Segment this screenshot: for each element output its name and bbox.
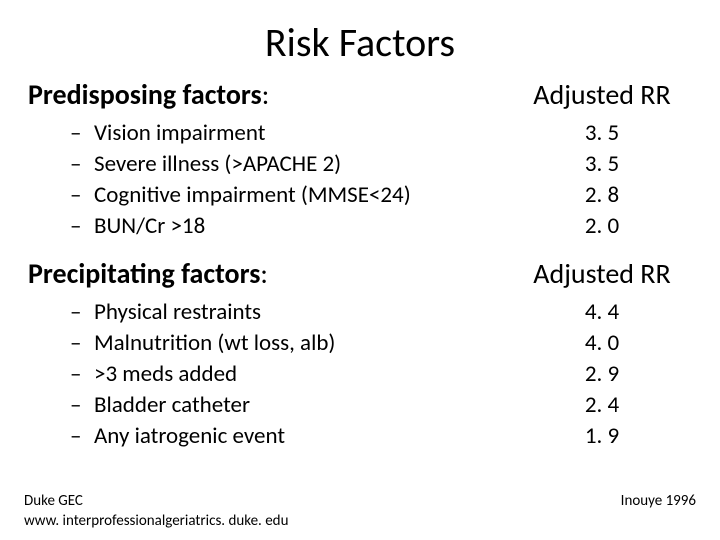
item-left: – Severe illness (>APACHE 2) [28,149,341,180]
item-text: Physical restraints [94,297,261,328]
item-left: – Malnutrition (wt loss, alb) [28,328,335,359]
item-text: Malnutrition (wt loss, alb) [94,328,335,359]
section2-label-suffix: : [260,256,268,291]
item-rr: 2. 4 [512,390,692,421]
list-item: – Cognitive impairment (MMSE<24) 2. 8 [28,180,692,211]
list-item: – Any iatrogenic event 1. 9 [28,421,692,452]
item-text: Severe illness (>APACHE 2) [94,149,341,180]
section2-header-row: Precipitating factors: Adjusted RR [28,256,692,291]
list-item: – Bladder catheter 2. 4 [28,390,692,421]
footer-left: Duke GEC [24,492,83,510]
bullet-dash-icon: – [70,149,94,180]
item-left: – Physical restraints [28,297,261,328]
list-item: – Malnutrition (wt loss, alb) 4. 0 [28,328,692,359]
bullet-dash-icon: – [70,328,94,359]
item-rr: 2. 0 [512,211,692,242]
item-left: – Cognitive impairment (MMSE<24) [28,180,411,211]
item-text: >3 meds added [94,359,237,390]
item-rr: 2. 9 [512,359,692,390]
bullet-dash-icon: – [70,421,94,452]
section2-label-bold: Precipitating factors [28,256,260,291]
item-rr: 2. 8 [512,180,692,211]
list-item: – Physical restraints 4. 4 [28,297,692,328]
section1-label: Predisposing factors: [28,77,269,112]
item-left: – BUN/Cr >18 [28,211,205,242]
item-rr: 1. 9 [512,421,692,452]
item-rr: 3. 5 [512,149,692,180]
list-item: – >3 meds added 2. 9 [28,359,692,390]
bullet-dash-icon: – [70,118,94,149]
item-left: – Vision impairment [28,118,265,149]
section1-items: – Vision impairment 3. 5 – Severe illnes… [28,118,692,242]
footer-url: www. interprofessionalgeriatrics. duke. … [24,512,696,530]
slide-title: Risk Factors [28,18,692,67]
section1-rr-header: Adjusted RR [512,77,692,112]
section2-items: – Physical restraints 4. 4 – Malnutritio… [28,297,692,452]
item-text: Any iatrogenic event [94,421,285,452]
item-left: – Any iatrogenic event [28,421,285,452]
list-item: – Vision impairment 3. 5 [28,118,692,149]
slide: Risk Factors Predisposing factors: Adjus… [0,0,720,540]
bullet-dash-icon: – [70,180,94,211]
item-text: Bladder catheter [94,390,250,421]
footer: Duke GEC Inouye 1996 www. interprofessio… [0,492,720,530]
list-item: – BUN/Cr >18 2. 0 [28,211,692,242]
item-text: Vision impairment [94,118,265,149]
section2-rr-header: Adjusted RR [512,256,692,291]
section2-label: Precipitating factors: [28,256,268,291]
bullet-dash-icon: – [70,359,94,390]
section1-label-suffix: : [262,77,270,112]
footer-right: Inouye 1996 [621,492,696,510]
bullet-dash-icon: – [70,211,94,242]
item-text: Cognitive impairment (MMSE<24) [94,180,411,211]
section1-label-bold: Predisposing factors [28,77,262,112]
footer-top-row: Duke GEC Inouye 1996 [24,492,696,510]
item-rr: 4. 4 [512,297,692,328]
list-item: – Severe illness (>APACHE 2) 3. 5 [28,149,692,180]
bullet-dash-icon: – [70,390,94,421]
item-left: – Bladder catheter [28,390,250,421]
bullet-dash-icon: – [70,297,94,328]
item-left: – >3 meds added [28,359,237,390]
section1-header-row: Predisposing factors: Adjusted RR [28,77,692,112]
item-rr: 4. 0 [512,328,692,359]
item-text: BUN/Cr >18 [94,211,205,242]
item-rr: 3. 5 [512,118,692,149]
